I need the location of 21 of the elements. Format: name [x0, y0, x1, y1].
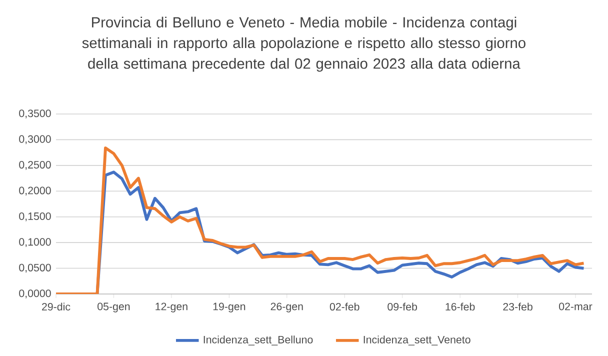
x-tick-label: 23-feb [503, 302, 532, 311]
y-tick-label: 0,1000 [19, 238, 51, 247]
x-tick-label: 29-dic [42, 302, 70, 311]
x-tick-label: 12-gen [156, 302, 188, 312]
legend-label: Incidenza_sett_Belluno [204, 336, 313, 346]
x-tick-label: 16-feb [446, 302, 475, 311]
y-tick-label: 0,3500 [19, 110, 51, 118]
y-tick-label: 0,2000 [19, 186, 51, 196]
y-tick-label: 0,0500 [19, 264, 51, 273]
x-tick-label: 05-gen [98, 302, 130, 312]
x-tick-label: 19-gen [213, 302, 246, 312]
x-tick-label: 02-feb [330, 302, 360, 311]
x-tick-label: 02-mar [559, 302, 592, 310]
x-tick-label: 09-feb [388, 302, 417, 311]
y-tick-label: 0,3000 [19, 135, 51, 144]
y-tick-label: 0,2500 [19, 161, 51, 170]
x-tick-label: 26-gen [270, 302, 303, 312]
chart-title: Provincia di Belluno e Veneto - Media mobile - Incidenza contagi settimanali in rapporto alla popolazione e rispetto allo stesso giorno della settimana precedente dal 02 gennaio 2023 alla data odierna [82, 16, 526, 72]
y-tick-label: 0,0000 [19, 290, 51, 298]
legend-label: Incidenza_sett_Veneto [364, 336, 470, 346]
y-tick-label: 0,1500 [19, 212, 51, 222]
